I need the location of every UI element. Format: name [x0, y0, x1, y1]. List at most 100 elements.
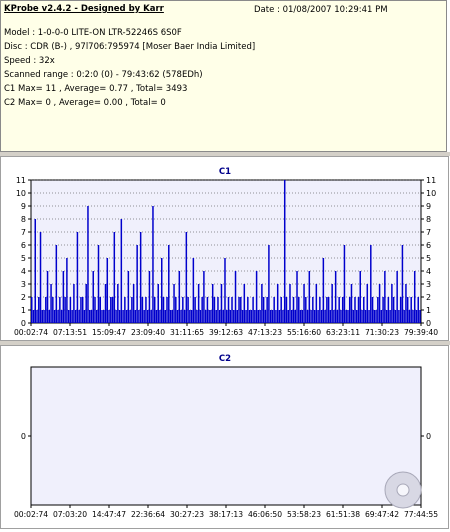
- c1-bar: [380, 310, 383, 323]
- c1-bar: [375, 310, 377, 323]
- c2-ytick-label-right: 0: [426, 432, 431, 441]
- c1-bar: [67, 310, 70, 323]
- c1-bar: [48, 310, 51, 323]
- c1-bar: [254, 310, 256, 323]
- c1-bar: [296, 271, 298, 323]
- c1-bar: [120, 219, 123, 323]
- c1-bar: [373, 310, 376, 323]
- c1-bar: [90, 310, 93, 323]
- c1-bar: [366, 284, 369, 323]
- c1-bar: [180, 310, 182, 323]
- c1-bar: [245, 310, 247, 323]
- c1-xtick-label: 47:13:23: [248, 328, 282, 337]
- c1-bar: [326, 297, 328, 323]
- c1-bar: [306, 310, 309, 323]
- c2-xtick-label: 07:03:20: [53, 510, 87, 519]
- c1-bar: [81, 297, 84, 323]
- c1-bar: [182, 297, 184, 323]
- speed-info: Speed : 32x: [4, 56, 55, 66]
- c1-bar: [319, 297, 321, 323]
- c1-bar: [348, 297, 351, 323]
- c1-bar: [73, 284, 75, 323]
- c1-bar: [403, 310, 405, 323]
- c1-bar: [327, 297, 330, 323]
- panel-splitter-bottom[interactable]: [0, 341, 450, 345]
- scan-date: Date : 01/08/2007 10:29:41 PM: [254, 5, 388, 15]
- c1-bar: [234, 271, 237, 323]
- c1-bar: [320, 310, 323, 323]
- c1-xtick-label: 00:02:74: [14, 328, 48, 337]
- c1-bar: [88, 310, 91, 323]
- c2-summary: C2 Max= 0 , Average= 0.00 , Total= 0: [4, 98, 166, 108]
- c1-bar: [52, 297, 54, 323]
- c1-bar: [259, 310, 261, 323]
- c1-bar: [243, 284, 246, 323]
- info-panel: KProbe v2.4.2 - Designed by Karr Date : …: [0, 0, 447, 152]
- c1-bar: [62, 271, 65, 323]
- c1-bar: [315, 284, 318, 323]
- c1-chart-panel: C1 0 0 1 1 2 2 3 3 4 4 5 5 6 6 7 7 8 8 9 9 10 10 11 11 00:02:74 0…: [0, 156, 449, 341]
- c1-bar: [176, 310, 179, 323]
- c1-ytick-label-right: 6: [426, 241, 431, 250]
- c1-bar: [127, 271, 130, 323]
- c1-bar: [268, 245, 270, 323]
- c2-xtick-label: 61:51:38: [326, 510, 360, 519]
- c2-xtick-label: 69:47:42: [365, 510, 399, 519]
- c1-bar: [117, 284, 119, 323]
- c1-bar: [266, 297, 268, 323]
- c1-ytick-label-right: 9: [426, 202, 431, 211]
- c1-bar: [204, 310, 207, 323]
- c1-bar: [152, 206, 154, 323]
- c1-bar: [241, 310, 244, 323]
- c1-bar: [131, 297, 133, 323]
- c1-bar: [340, 310, 342, 323]
- c1-bar: [38, 297, 40, 323]
- c1-bar: [132, 284, 135, 323]
- c1-bar: [74, 310, 77, 323]
- c1-bar: [36, 310, 38, 323]
- c1-bar: [122, 310, 124, 323]
- cd-watermark-hole: [396, 483, 410, 497]
- c1-bar: [310, 310, 312, 323]
- c1-bar: [64, 297, 66, 323]
- c1-ytick-label-left: 9: [21, 202, 26, 211]
- c1-bar: [250, 310, 253, 323]
- c1-bar: [125, 310, 128, 323]
- c1-bar: [143, 310, 145, 323]
- c1-xtick-label: 63:23:11: [326, 328, 360, 337]
- c1-bar: [352, 310, 354, 323]
- c1-bar: [43, 310, 45, 323]
- c1-ytick-label-left: 3: [21, 280, 26, 289]
- disc-info: Disc : CDR (B-) , 97l706:795974 [Moser B…: [4, 42, 256, 52]
- c1-bar: [417, 297, 419, 323]
- c1-bar: [178, 271, 181, 323]
- c2-xtick-label: 53:58:23: [287, 510, 321, 519]
- c1-bar: [139, 232, 142, 323]
- c1-bar: [110, 297, 112, 323]
- c1-bar: [138, 310, 140, 323]
- panel-splitter-top[interactable]: [0, 152, 450, 156]
- c1-bar: [222, 310, 224, 323]
- c1-bar: [317, 310, 319, 323]
- c1-bar: [364, 310, 367, 323]
- c1-bar: [231, 297, 233, 323]
- c1-bar: [406, 297, 409, 323]
- c1-bar: [271, 310, 274, 323]
- c1-bar: [303, 284, 305, 323]
- c1-ytick-label-right: 8: [426, 215, 431, 224]
- c1-bar: [233, 310, 235, 323]
- c1-bar: [343, 245, 346, 323]
- c2-xtick-label: 00:02:74: [14, 510, 48, 519]
- c1-bar: [57, 310, 59, 323]
- c1-bar: [183, 310, 186, 323]
- c1-chart-title: C1: [219, 167, 231, 177]
- c1-bar: [71, 310, 73, 323]
- c1-bar: [299, 310, 302, 323]
- c1-bar: [240, 297, 242, 323]
- c1-bar: [168, 245, 170, 323]
- c1-ytick-label-left: 8: [21, 215, 26, 224]
- c1-bar: [361, 310, 363, 323]
- c1-bar: [85, 284, 87, 323]
- c2-xtick-label: 22:36:64: [131, 510, 165, 519]
- c2-xtick-label: 46:06:50: [248, 510, 282, 519]
